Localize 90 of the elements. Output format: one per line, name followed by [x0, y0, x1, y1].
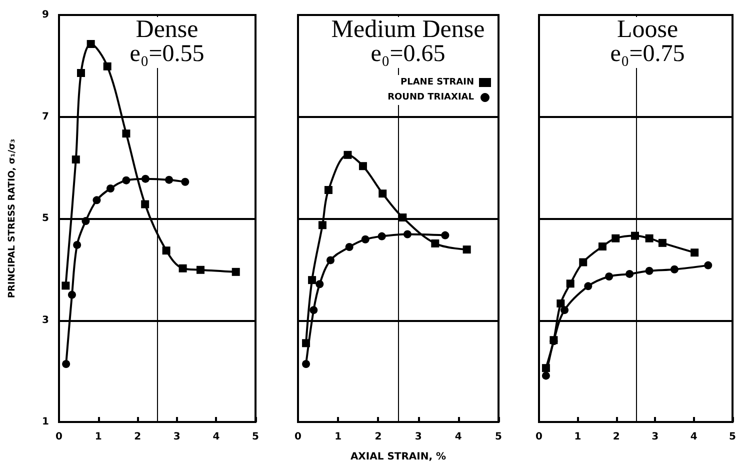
- point: [645, 234, 654, 242]
- point: [318, 221, 326, 230]
- point: [68, 290, 76, 299]
- point: [598, 242, 606, 250]
- point: [403, 230, 412, 238]
- point: [626, 270, 634, 278]
- text: e₀=0.55: [130, 41, 204, 67]
- point: [73, 240, 82, 249]
- point: [361, 235, 370, 244]
- point: [141, 174, 150, 183]
- point: [62, 360, 70, 368]
- point: [556, 299, 565, 308]
- legend-label: ROUND TRIAXIAL: [388, 92, 474, 102]
- point: [106, 184, 114, 192]
- x-tick-label: 5: [252, 432, 260, 442]
- point: [196, 266, 204, 274]
- x-tick-label: 2: [374, 432, 382, 442]
- point: [378, 232, 386, 240]
- chart-title: Medium Dense: [331, 16, 485, 43]
- y-tick-label: 3: [42, 314, 50, 326]
- point: [316, 280, 324, 288]
- y-axis-title: PRINCIPAL STRESS RATIO, σ₁/σ₃: [8, 138, 18, 298]
- point: [345, 242, 354, 251]
- point: [431, 239, 440, 248]
- x-tick-label: 1: [574, 432, 582, 442]
- x-tick-label: 4: [690, 432, 698, 442]
- point: [232, 268, 240, 276]
- point: [645, 266, 654, 275]
- chart-title: Dense: [136, 16, 198, 43]
- text: e₀=0.65: [370, 41, 446, 67]
- point: [462, 246, 471, 254]
- x-tick-label: 0: [294, 432, 302, 442]
- x-tick-label: 4: [212, 432, 220, 442]
- point: [72, 155, 80, 164]
- x-tick-label: 5: [495, 432, 502, 442]
- y-tick-label: 9: [42, 10, 50, 20]
- point: [579, 258, 588, 266]
- x-tick-label: 2: [134, 432, 142, 442]
- point: [670, 265, 678, 274]
- y-tick-label: 7: [42, 111, 50, 122]
- x-tick-label: 3: [173, 432, 180, 442]
- x-tick-label: 3: [652, 432, 659, 442]
- point: [542, 364, 550, 372]
- x-tick-label: 0: [56, 432, 63, 442]
- point: [302, 360, 310, 368]
- point: [86, 40, 95, 48]
- point: [165, 176, 174, 184]
- point: [122, 176, 130, 184]
- point: [326, 256, 334, 264]
- point: [398, 213, 407, 222]
- point: [103, 62, 112, 70]
- point: [542, 372, 550, 380]
- text: e₀=0.75: [610, 41, 685, 67]
- point: [704, 261, 712, 270]
- point: [302, 339, 310, 348]
- x-tick-label: 3: [414, 432, 422, 442]
- chart-title: Loose: [616, 16, 678, 43]
- point: [566, 280, 574, 288]
- point: [358, 162, 367, 170]
- point: [324, 186, 332, 194]
- point: [605, 272, 614, 280]
- point: [560, 306, 569, 314]
- point: [77, 68, 86, 77]
- x-tick-label: 5: [729, 432, 736, 442]
- point: [690, 248, 699, 257]
- point: [181, 178, 190, 186]
- x-tick-label: 2: [612, 432, 620, 442]
- point: [584, 282, 592, 290]
- point: [92, 196, 101, 204]
- x-axis-title: AXIAL STRAIN, %: [350, 452, 446, 462]
- point: [310, 306, 318, 314]
- legend-label: PLANE STRAIN: [400, 78, 474, 88]
- point: [344, 150, 352, 159]
- point: [308, 276, 316, 284]
- point: [141, 200, 150, 208]
- x-tick-label: 0: [536, 432, 543, 442]
- point: [658, 238, 666, 247]
- point: [162, 246, 170, 255]
- x-tick-label: 4: [454, 432, 462, 442]
- point: [378, 190, 387, 198]
- point: [441, 231, 450, 240]
- point: [178, 264, 187, 272]
- point: [122, 130, 130, 138]
- point: [82, 217, 90, 226]
- x-tick-label: 1: [334, 432, 342, 442]
- x-tick-label: 1: [94, 432, 102, 442]
- point: [612, 234, 620, 242]
- point: [62, 282, 70, 290]
- y-tick-label: 5: [42, 213, 50, 224]
- y-tick-label: 1: [42, 416, 50, 428]
